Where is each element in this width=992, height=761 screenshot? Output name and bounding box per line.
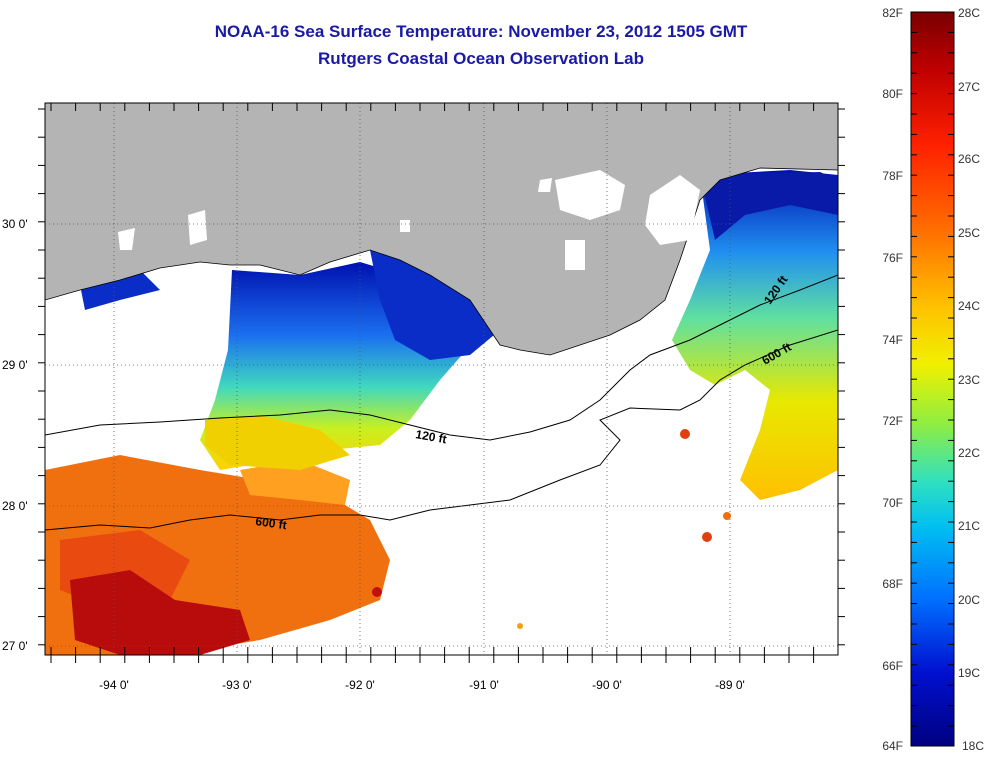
sst-nearshore-blue bbox=[370, 250, 500, 360]
lake bbox=[555, 170, 625, 220]
colorbar-c-label: 24C bbox=[958, 299, 980, 313]
lon-label: -91 0' bbox=[469, 678, 499, 692]
map-subtitle: Rutgers Coastal Ocean Observation Lab bbox=[318, 49, 644, 68]
colorbar-f-label: 80F bbox=[882, 87, 903, 101]
colorbar bbox=[910, 11, 955, 747]
frame-ticks bbox=[38, 103, 845, 663]
contour-label-600ft: 600 ft bbox=[255, 514, 288, 532]
colorbar-f-label: 74F bbox=[882, 333, 903, 347]
contour-120ft bbox=[45, 274, 838, 441]
colorbar-f-label: 68F bbox=[882, 577, 903, 591]
colorbar-c-label: 21C bbox=[958, 519, 980, 533]
colorbar-c-label: 26C bbox=[958, 152, 980, 166]
lat-label: 27 0' bbox=[2, 639, 28, 653]
lon-label: -90 0' bbox=[592, 678, 622, 692]
contour-label-120ft: 120 ft bbox=[414, 427, 447, 446]
colorbar-c-label: 28C bbox=[958, 6, 980, 20]
colorbar-c-label: 19C bbox=[958, 666, 980, 680]
lon-label: -93 0' bbox=[222, 678, 252, 692]
colorbar-c-label: 18C bbox=[962, 739, 984, 753]
colorbar-f-label: 82F bbox=[882, 6, 903, 20]
map-frame bbox=[44, 102, 839, 656]
lon-label: -92 0' bbox=[345, 678, 375, 692]
land-area bbox=[45, 103, 838, 356]
colorbar-f-label: 66F bbox=[882, 659, 903, 673]
colorbar-f-label: 78F bbox=[882, 169, 903, 183]
lon-label: -94 0' bbox=[99, 678, 129, 692]
colorbar-c-label: 23C bbox=[958, 373, 980, 387]
colorbar-f-label: 64F bbox=[882, 739, 903, 753]
colorbar-c-label: 27C bbox=[958, 80, 980, 94]
colorbar-f-label: 76F bbox=[882, 251, 903, 265]
map-title: NOAA-16 Sea Surface Temperature: Novembe… bbox=[214, 22, 748, 41]
sst-shelf-east bbox=[672, 170, 838, 500]
colorbar-c-label: 20C bbox=[958, 593, 980, 607]
colorbar-ticks bbox=[911, 11, 954, 727]
lon-label: -89 0' bbox=[715, 678, 745, 692]
colorbar-c-label: 25C bbox=[958, 226, 980, 240]
graticule bbox=[45, 103, 838, 655]
colorbar-f-label: 72F bbox=[882, 414, 903, 428]
lat-label: 29 0' bbox=[2, 358, 28, 372]
lat-label: 30 0' bbox=[2, 217, 28, 231]
sst-hot-core bbox=[70, 570, 250, 655]
map-panel: 120 ft 600 ft 120 ft 600 ft bbox=[45, 103, 838, 655]
contour-600ft bbox=[45, 329, 838, 531]
colorbar-f-label: 70F bbox=[882, 496, 903, 510]
lat-label: 28 0' bbox=[2, 499, 28, 513]
colorbar-c-label: 22C bbox=[958, 446, 980, 460]
